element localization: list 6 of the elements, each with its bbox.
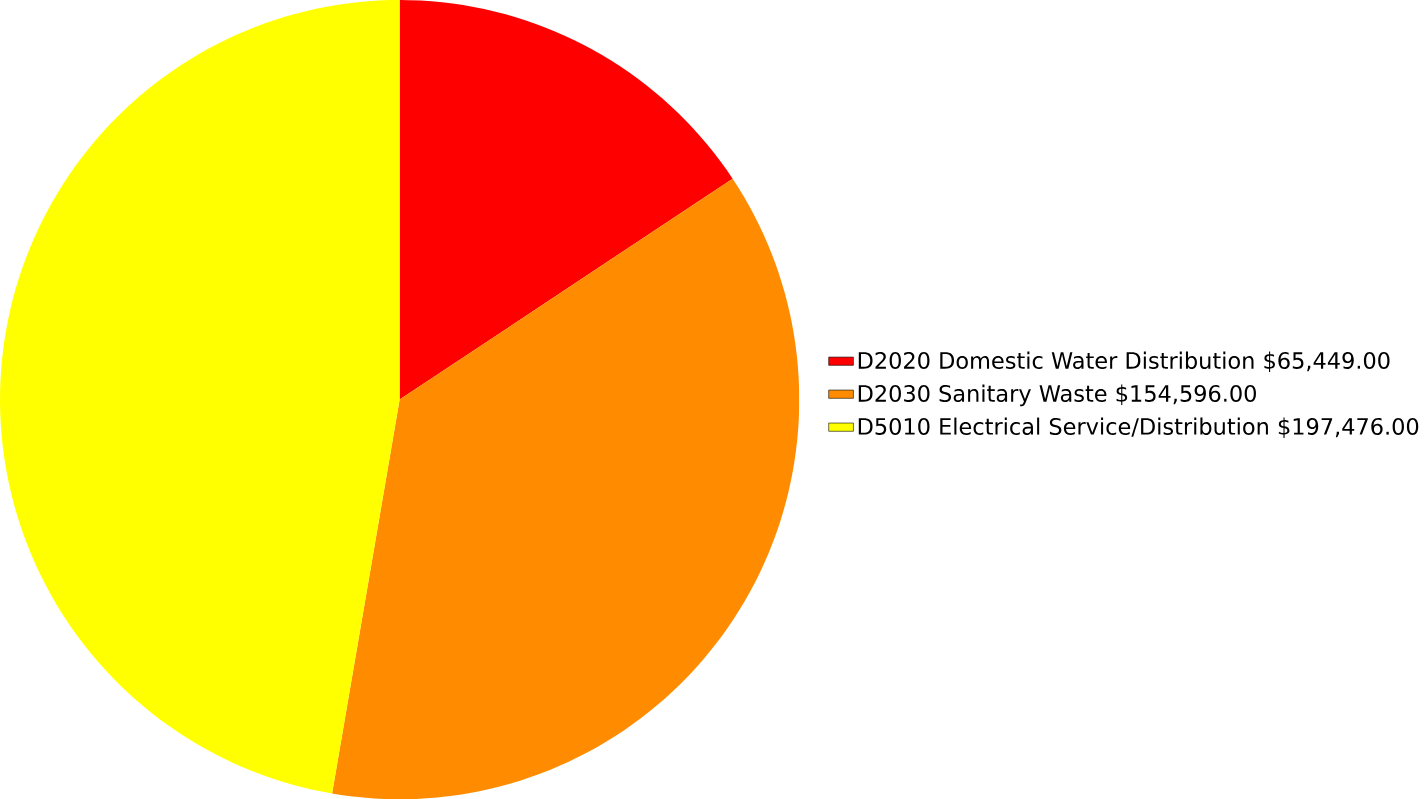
data-label: $154,596.00 (1116, 384, 1256, 405)
legend-label: D5010 Electrical Service/Distribution (858, 417, 1268, 437)
legend-label: D2030 Sanitary Waste (858, 384, 1107, 407)
data-label: $197,476.00 (1278, 417, 1419, 438)
data-label: $65,449.00 (1264, 351, 1390, 372)
legend-label: D2020 Domestic Water Distribution (858, 351, 1254, 369)
